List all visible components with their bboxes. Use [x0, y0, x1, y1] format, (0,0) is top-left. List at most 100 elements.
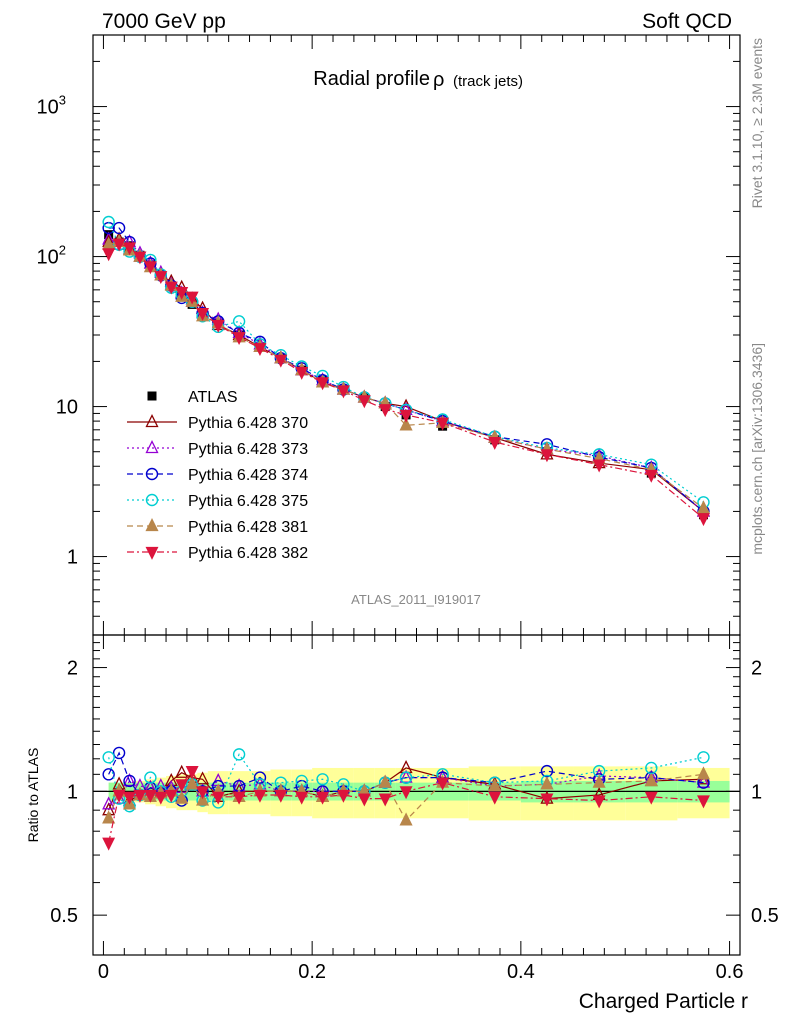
ratio-data-point	[336, 789, 350, 803]
ratio-data-point	[102, 837, 116, 851]
ratio-data-point	[399, 769, 413, 783]
rivet-version-label: Rivet 3.1.10, ≥ 2.3M events	[749, 38, 765, 208]
legend-label: Pythia 6.428 375	[188, 493, 308, 510]
ratio-data-point	[696, 766, 711, 780]
ratio-data-point	[112, 746, 126, 760]
ratio-data-point	[316, 773, 329, 786]
ratio-data-point	[697, 751, 710, 764]
ratio-data-point	[123, 774, 136, 788]
ratio-data-point	[436, 777, 450, 791]
main-y-tick-label: 102	[37, 243, 66, 269]
legend-marker	[147, 391, 157, 401]
legend-label: Pythia 6.428 382	[188, 545, 308, 562]
ratio-data-point	[644, 772, 658, 787]
ratio-series-line	[108, 770, 704, 843]
legend-marker	[145, 414, 159, 428]
main-data-point	[316, 377, 330, 391]
ratio-data-point	[211, 791, 225, 805]
chart-title-text: Radial profile	[313, 68, 430, 90]
ratio-data-point	[154, 791, 168, 805]
header-category-label: Soft QCD	[642, 10, 732, 33]
chart-title-symbol: ρ	[433, 69, 444, 91]
ratio-data-point	[253, 771, 267, 784]
ratio-data-point	[102, 810, 116, 824]
ratio-data-point	[488, 778, 502, 792]
ratio-data-point	[185, 766, 199, 779]
main-data-point	[488, 436, 502, 450]
main-series-4	[102, 215, 710, 509]
axis-ticks	[93, 34, 740, 956]
main-data-point	[399, 417, 413, 431]
main-y-tick-label: 10	[56, 397, 78, 419]
ratio-data-point	[196, 786, 210, 800]
main-data-point	[143, 261, 157, 275]
ratio-data-point	[253, 789, 267, 803]
legend-entry-6: Pythia 6.428 382	[127, 545, 308, 562]
chart-title-suffix: (track jets)	[453, 73, 523, 90]
ratio-data-point	[185, 776, 199, 790]
ratio-data-point	[112, 789, 126, 803]
x-tick-label: 0.6	[716, 961, 744, 983]
main-data-point	[540, 449, 554, 463]
legend-label: Pythia 6.428 381	[188, 519, 308, 536]
main-data-point	[274, 354, 288, 368]
ratio-data-point	[164, 789, 178, 803]
legend-entry-5: Pythia 6.428 381	[127, 518, 308, 536]
ratio-data-point	[133, 789, 147, 803]
ratio-data-point	[697, 795, 710, 809]
main-data-point	[336, 385, 350, 399]
ratio-data-point	[102, 751, 115, 764]
main-data-point	[175, 286, 189, 300]
ratio-series-line	[108, 775, 704, 805]
legend-marker	[145, 440, 159, 454]
main-data-point	[112, 221, 126, 235]
ratio-data-point	[592, 795, 606, 809]
main-data-point	[232, 332, 246, 346]
main-data-point	[357, 395, 371, 409]
main-y-tick-label: 103	[37, 93, 66, 119]
ratio-data-point	[274, 789, 288, 803]
legend-entry-0: ATLAS	[147, 389, 238, 406]
ratio-data-point	[123, 791, 136, 805]
legend: ATLAS Pythia 6.428 370 Pythia 6.428 373 Pyt…	[127, 389, 308, 562]
main-data-point	[253, 343, 267, 357]
legend-label: Pythia 6.428 370	[188, 415, 308, 432]
x-axis-label: Charged Particle r	[579, 990, 748, 1013]
ratio-y-tick-label: 1	[67, 781, 78, 803]
main-data-point	[102, 248, 116, 262]
main-data-point	[185, 291, 199, 305]
ratio-data-point	[644, 791, 658, 805]
ratio-data-point	[399, 812, 413, 826]
legend-entry-4: Pythia 6.428 375	[127, 493, 308, 510]
ratio-data-point	[143, 789, 157, 803]
ratio-data-point	[175, 779, 189, 793]
ratio-y-tick-label: 0.5	[50, 905, 78, 927]
legend-entry-1: Pythia 6.428 370	[127, 414, 308, 432]
ratio-y-tick-label-right: 1	[751, 781, 762, 803]
ratio-data-point	[175, 764, 189, 778]
main-data-point	[295, 366, 309, 380]
main-data-point	[123, 242, 136, 256]
ratio-data-point	[295, 791, 309, 805]
legend-marker	[145, 493, 159, 507]
legend-label: ATLAS	[188, 389, 238, 406]
legend-entry-2: Pythia 6.428 373	[127, 440, 308, 458]
x-tick-label: 0.4	[507, 961, 535, 983]
main-data-point	[196, 307, 210, 321]
ratio-axis-label: Ratio to ATLAS	[25, 748, 41, 843]
ratio-data-point	[196, 792, 210, 806]
legend-marker	[145, 467, 159, 481]
main-data-point	[697, 513, 710, 527]
main-data-point	[133, 251, 147, 265]
main-data-point	[154, 271, 168, 285]
main-data-point	[378, 404, 392, 418]
ratio-data-point	[378, 774, 392, 788]
legend-label: Pythia 6.428 373	[188, 441, 308, 458]
ratio-data-point	[232, 791, 246, 805]
ratio-data-point	[102, 768, 115, 781]
main-data-point	[211, 319, 225, 333]
ratio-data-point	[378, 793, 392, 807]
header-energy-label: 7000 GeV pp	[102, 10, 226, 33]
main-series-6	[102, 238, 710, 527]
